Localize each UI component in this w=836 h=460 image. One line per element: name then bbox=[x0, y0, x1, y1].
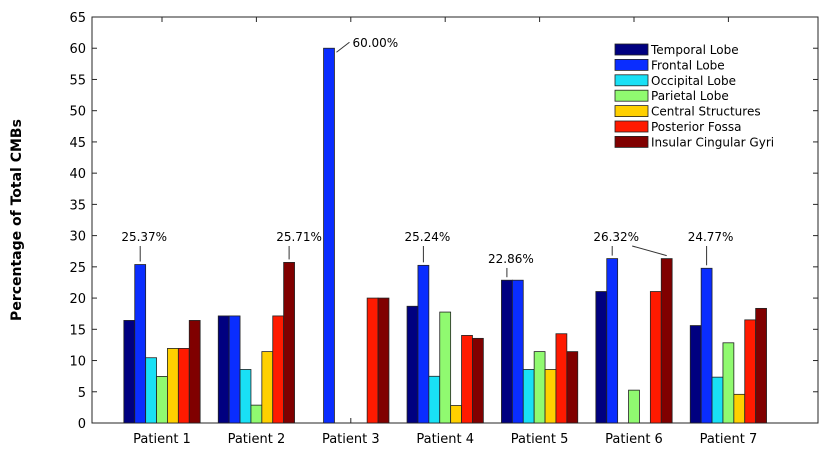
bar bbox=[323, 47, 335, 424]
bar bbox=[566, 351, 579, 424]
bar bbox=[272, 315, 285, 424]
bar bbox=[283, 262, 295, 424]
annotation-line bbox=[632, 245, 667, 257]
y-tick-label: 65 bbox=[69, 11, 86, 26]
bar bbox=[217, 315, 230, 424]
bar bbox=[406, 305, 419, 424]
y-tick-label: 45 bbox=[69, 136, 86, 151]
bar bbox=[595, 291, 608, 424]
bar bbox=[377, 297, 390, 424]
bar bbox=[156, 376, 168, 424]
bar bbox=[239, 369, 252, 424]
bar bbox=[744, 319, 757, 424]
x-tick-label: Patient 3 bbox=[322, 432, 380, 447]
legend-swatch bbox=[614, 59, 649, 71]
x-tick-label: Patient 7 bbox=[700, 432, 758, 447]
bar bbox=[555, 333, 568, 424]
annotation-label: 60.00% bbox=[352, 36, 398, 50]
legend-label: Frontal Lobe bbox=[651, 58, 725, 72]
y-tick-label: 20 bbox=[69, 292, 86, 307]
bar bbox=[544, 369, 557, 424]
annotation-label: 25.71% bbox=[276, 230, 322, 244]
bar bbox=[439, 311, 452, 424]
annotation-line bbox=[336, 41, 350, 53]
bar bbox=[145, 357, 157, 424]
y-tick-label: 60 bbox=[69, 42, 86, 57]
bar bbox=[428, 375, 441, 424]
annotation-label: 24.77% bbox=[688, 230, 734, 244]
bar bbox=[628, 389, 640, 424]
bar bbox=[689, 325, 702, 424]
y-tick-label: 55 bbox=[69, 73, 86, 88]
bar bbox=[522, 369, 535, 424]
annotation-label: 25.24% bbox=[405, 230, 451, 244]
bar bbox=[755, 307, 767, 424]
y-tick-label: 30 bbox=[69, 230, 86, 245]
bar bbox=[722, 342, 735, 424]
bar bbox=[511, 279, 524, 424]
y-tick-label: 15 bbox=[69, 323, 86, 338]
bars bbox=[123, 47, 767, 424]
legend-swatch bbox=[614, 74, 649, 87]
bar bbox=[606, 258, 619, 424]
annotation-label: 26.32% bbox=[593, 230, 639, 244]
bar bbox=[533, 351, 546, 424]
x-tick-label: Patient 6 bbox=[605, 432, 663, 447]
legend-swatch bbox=[614, 135, 649, 148]
x-tick-label: Patient 2 bbox=[228, 432, 286, 447]
y-axis-label: Percentage of Total CMBs bbox=[9, 119, 25, 321]
bar bbox=[228, 315, 241, 424]
bar bbox=[733, 393, 746, 424]
y-tick-label: 10 bbox=[69, 355, 86, 370]
bar bbox=[472, 337, 484, 424]
bar bbox=[450, 405, 462, 424]
bar bbox=[711, 376, 724, 424]
bar bbox=[167, 348, 179, 424]
bar bbox=[649, 291, 662, 424]
x-tick-label: Patient 4 bbox=[416, 432, 474, 447]
legend-label: Parietal Lobe bbox=[651, 89, 729, 103]
bar bbox=[660, 258, 673, 424]
bar bbox=[177, 348, 190, 424]
bar bbox=[250, 404, 263, 424]
y-tick-label: 35 bbox=[69, 198, 86, 213]
y-tick-label: 25 bbox=[69, 261, 86, 276]
y-tick-label: 5 bbox=[78, 386, 86, 401]
legend-label: Occipital Lobe bbox=[651, 74, 736, 88]
annotation-label: 25.37% bbox=[121, 230, 167, 244]
bar bbox=[261, 351, 274, 424]
bar bbox=[134, 264, 147, 424]
legend-label: Posterior Fossa bbox=[651, 120, 742, 134]
legend-swatch bbox=[614, 43, 649, 56]
x-tick-label: Patient 1 bbox=[133, 432, 191, 447]
legend-swatch bbox=[614, 105, 649, 117]
legend-swatch bbox=[614, 89, 649, 102]
legend-label: Central Structures bbox=[651, 105, 761, 119]
bar bbox=[366, 297, 379, 424]
bar bbox=[700, 267, 713, 424]
legend-swatch bbox=[614, 120, 649, 133]
y-tick-label: 40 bbox=[69, 167, 86, 182]
bar bbox=[188, 320, 201, 424]
axes: 0 5 10 15 20 25 30 35 40 45 50 55 60 65 Patient 1 Patie… bbox=[69, 11, 819, 447]
bar bbox=[123, 320, 136, 424]
annotation-label: 22.86% bbox=[488, 252, 534, 266]
bar bbox=[501, 279, 513, 424]
bar bbox=[417, 264, 430, 424]
bar bbox=[461, 335, 473, 424]
y-tick-label: 50 bbox=[69, 105, 86, 120]
annotations: 25.37% 25.71% 60.00% 25.24% 22.86% 26.32% 24.7… bbox=[121, 36, 734, 278]
legend-label: Insular Cingular Gyri bbox=[651, 135, 774, 149]
y-tick-label: 0 bbox=[78, 417, 86, 432]
legend-label: Temporal Lobe bbox=[650, 43, 739, 57]
x-tick-label: Patient 5 bbox=[511, 432, 569, 447]
